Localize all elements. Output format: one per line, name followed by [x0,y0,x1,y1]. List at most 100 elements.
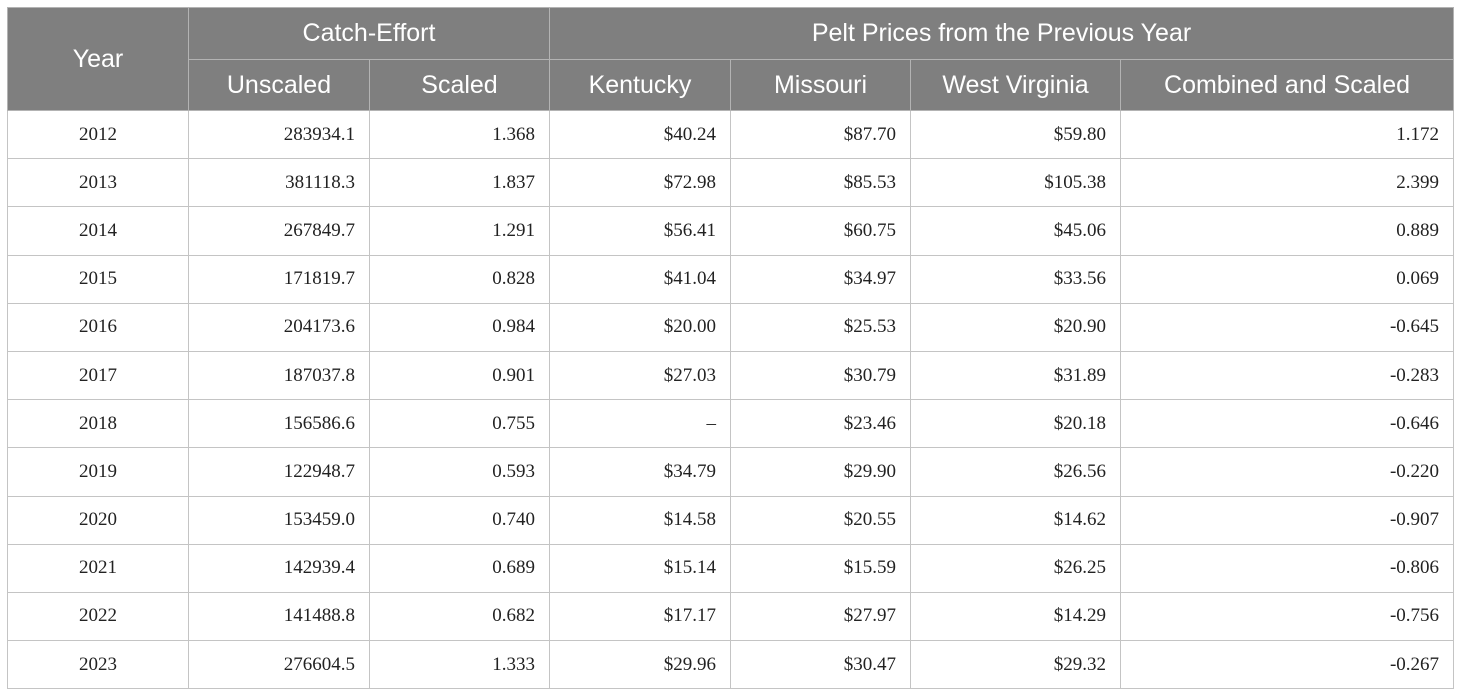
cell-combined-scaled: -0.283 [1119,350,1455,401]
cell-missouri: $23.46 [730,399,911,449]
cell-unscaled: 267849.7 [188,206,370,256]
cell-unscaled: 204173.6 [188,302,370,352]
cell-year: 2015 [7,254,189,304]
cell-kentucky: $15.14 [549,543,731,593]
cell-combined-scaled: -0.267 [1119,640,1455,690]
cell-year: 2022 [7,591,189,642]
cell-missouri: $60.75 [730,206,911,256]
cell-missouri: $34.97 [730,254,911,304]
cell-kentucky: $40.24 [549,109,731,160]
cell-west-virginia: $20.18 [910,399,1121,449]
cell-combined-scaled: -0.756 [1119,591,1455,642]
cell-kentucky: $20.00 [549,302,731,352]
cell-west-virginia: $105.38 [910,158,1121,208]
table-container: Year Catch-Effort Pelt Prices from the P… [7,7,1455,690]
cell-scaled: 0.682 [369,591,550,642]
header-west-virginia: West Virginia [910,59,1121,111]
cell-unscaled: 142939.4 [188,543,370,593]
cell-year: 2021 [7,543,189,593]
table-row: 2014 267849.7 1.291 $56.41 $60.75 $45.06 0.889 [7,206,1455,256]
cell-kentucky: – [549,399,731,449]
cell-kentucky: $34.79 [549,447,731,497]
cell-missouri: $20.55 [730,495,911,545]
cell-year: 2014 [7,206,189,256]
table-row: 2022 141488.8 0.682 $17.17 $27.97 $14.29 -0.75… [7,591,1455,642]
cell-scaled: 0.901 [369,350,550,401]
table-header: Year Catch-Effort Pelt Prices from the P… [7,7,1455,111]
cell-missouri: $30.79 [730,350,911,401]
cell-scaled: 1.291 [369,206,550,256]
table-row: 2023 276604.5 1.333 $29.96 $30.47 $29.32 -0.26… [7,640,1455,690]
cell-combined-scaled: 1.172 [1119,109,1455,160]
cell-west-virginia: $14.29 [910,591,1121,642]
header-combined-scaled: Combined and Scaled [1119,59,1455,111]
cell-combined-scaled: 0.069 [1119,254,1455,304]
cell-scaled: 0.593 [369,447,550,497]
cell-west-virginia: $59.80 [910,109,1121,160]
cell-unscaled: 122948.7 [188,447,370,497]
cell-unscaled: 156586.6 [188,399,370,449]
cell-west-virginia: $33.56 [910,254,1121,304]
cell-combined-scaled: -0.220 [1119,447,1455,497]
cell-scaled: 0.755 [369,399,550,449]
cell-year: 2012 [7,109,189,160]
table-row: 2021 142939.4 0.689 $15.14 $15.59 $26.25 -0.80… [7,543,1455,593]
table-row: 2020 153459.0 0.740 $14.58 $20.55 $14.62 -0.90… [7,495,1455,545]
cell-combined-scaled: 2.399 [1119,158,1455,208]
header-scaled: Scaled [369,59,550,111]
cell-year: 2016 [7,302,189,352]
header-year: Year [7,7,189,111]
table-row: 2015 171819.7 0.828 $41.04 $34.97 $33.56 0.069 [7,254,1455,304]
cell-missouri: $30.47 [730,640,911,690]
cell-west-virginia: $14.62 [910,495,1121,545]
cell-kentucky: $27.03 [549,350,731,401]
cell-west-virginia: $26.25 [910,543,1121,593]
cell-missouri: $25.53 [730,302,911,352]
header-kentucky: Kentucky [549,59,731,111]
cell-scaled: 0.689 [369,543,550,593]
header-missouri: Missouri [730,59,911,111]
cell-year: 2017 [7,350,189,401]
cell-unscaled: 153459.0 [188,495,370,545]
cell-scaled: 1.368 [369,109,550,160]
table-row: 2017 187037.8 0.901 $27.03 $30.79 $31.89 -0.28… [7,350,1455,401]
cell-west-virginia: $31.89 [910,350,1121,401]
table-body: 2012 283934.1 1.368 $40.24 $87.70 $59.80 1.172… [7,109,1455,690]
cell-year: 2020 [7,495,189,545]
table-row: 2013 381118.3 1.837 $72.98 $85.53 $105.38 2.39… [7,158,1455,208]
cell-scaled: 0.740 [369,495,550,545]
cell-scaled: 0.828 [369,254,550,304]
cell-missouri: $27.97 [730,591,911,642]
cell-missouri: $29.90 [730,447,911,497]
cell-missouri: $85.53 [730,158,911,208]
header-catch-effort: Catch-Effort [188,7,550,60]
data-table: Year Catch-Effort Pelt Prices from the P… [7,7,1455,690]
cell-unscaled: 381118.3 [188,158,370,208]
cell-kentucky: $17.17 [549,591,731,642]
cell-combined-scaled: 0.889 [1119,206,1455,256]
header-pelt-prices: Pelt Prices from the Previous Year [548,7,1455,60]
cell-unscaled: 141488.8 [188,591,370,642]
header-row-sub: Unscaled Scaled Kentucky Missouri West V… [8,59,1455,111]
cell-year: 2013 [7,158,189,208]
cell-unscaled: 283934.1 [188,109,370,160]
cell-kentucky: $72.98 [549,158,731,208]
cell-kentucky: $41.04 [549,254,731,304]
cell-scaled: 1.837 [369,158,550,208]
table-row: 2019 122948.7 0.593 $34.79 $29.90 $26.56 -0.22… [7,447,1455,497]
cell-kentucky: $56.41 [549,206,731,256]
cell-year: 2018 [7,399,189,449]
cell-year: 2023 [7,640,189,690]
header-row-group: Year Catch-Effort Pelt Prices from the P… [7,7,1455,111]
cell-scaled: 0.984 [369,302,550,352]
cell-west-virginia: $45.06 [910,206,1121,256]
cell-west-virginia: $26.56 [910,447,1121,497]
table-row: 2016 204173.6 0.984 $20.00 $25.53 $20.90 -0.64… [7,302,1455,352]
cell-missouri: $87.70 [730,109,911,160]
cell-combined-scaled: -0.806 [1119,543,1455,593]
cell-scaled: 1.333 [369,640,550,690]
cell-year: 2019 [7,447,189,497]
cell-west-virginia: $29.32 [910,640,1121,690]
cell-unscaled: 171819.7 [188,254,370,304]
cell-west-virginia: $20.90 [910,302,1121,352]
